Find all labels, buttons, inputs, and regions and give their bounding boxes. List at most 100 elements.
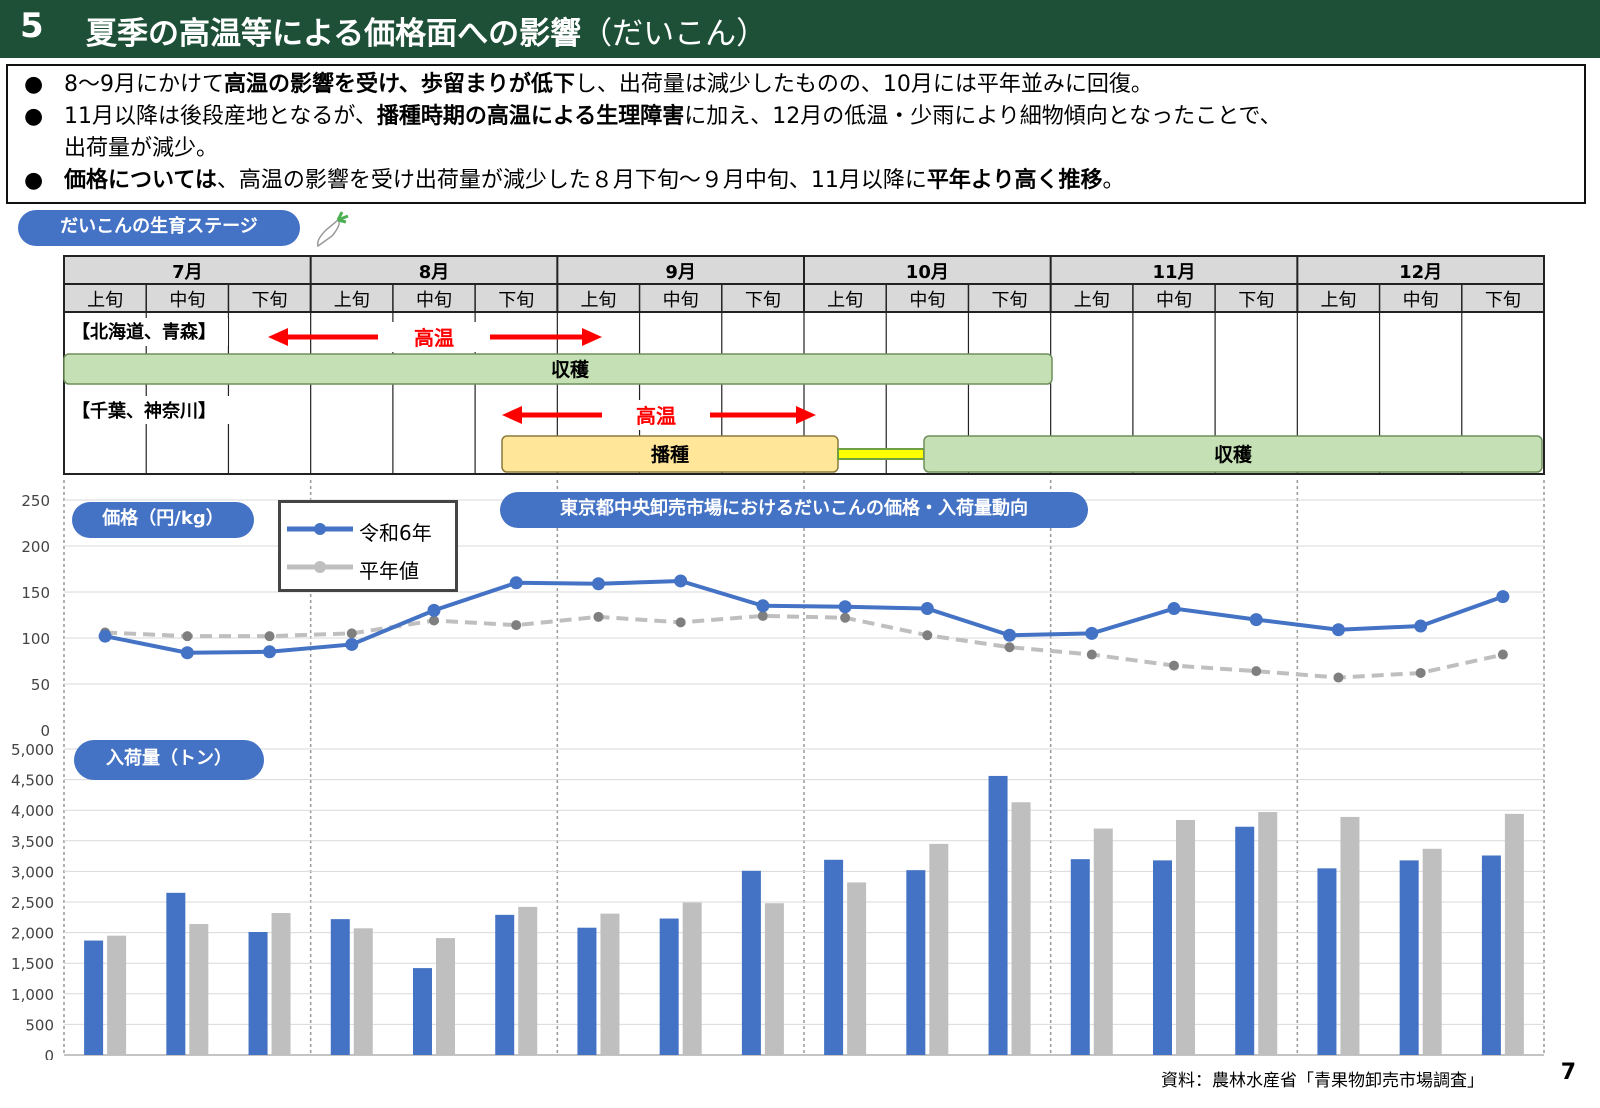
summary-line-1: ● 8～9月にかけて高温の影響を受け、歩留まりが低下し、出荷量は減少したものの、1… (24, 70, 1153, 100)
harvest-bar-2 (923, 435, 1543, 473)
legend-swatch-r6 (287, 523, 353, 535)
month-label: 8月 (419, 262, 450, 283)
price-r6-point (674, 574, 688, 588)
region1-label: 【北海道、青森】 (72, 321, 216, 343)
volume-tick-label: 2,500 (11, 894, 54, 912)
stage-pill: だいこんの生育ステージ (18, 210, 300, 246)
summary-part: し、出荷量は減少したものの、10月には平年並みに回復。 (574, 72, 1153, 97)
price-r6-point (756, 599, 770, 613)
volume-bar-r6 (906, 870, 926, 1055)
price-r6-point (1167, 602, 1181, 616)
period-label: 中旬 (169, 290, 205, 311)
volume-bar-avg (189, 924, 209, 1055)
volume-tick-label: 2,000 (11, 925, 54, 943)
volume-tick-label: 3,500 (11, 833, 54, 851)
summary-line-3: 出荷量が減少。 (24, 134, 218, 164)
summary-part: 高温の影響を受け、歩留まりが低下 (224, 72, 575, 97)
volume-bar-r6 (741, 870, 761, 1055)
period-label: 中旬 (416, 290, 452, 311)
heat-label-bg (604, 400, 708, 430)
legend-label-avg: 平年値 (359, 559, 419, 583)
heat-arrow-head (502, 406, 522, 424)
legend-item-r6: 令和6年 (281, 515, 455, 545)
summary-part: 播種時期の高温による生理障害 (376, 104, 685, 129)
volume-bar-r6 (1235, 826, 1255, 1055)
price-avg-point (1169, 660, 1179, 671)
volume-bar-avg (353, 928, 373, 1055)
price-avg-point (675, 617, 686, 628)
price-avg-point (1333, 672, 1344, 683)
volume-bar-r6 (248, 931, 268, 1055)
bullet-dot: ● (24, 168, 44, 193)
period-label: 上旬 (87, 290, 123, 311)
heat-label-2: 高温 (636, 404, 676, 428)
summary-text-1: 8～9月にかけて高温の影響を受け、歩留まりが低下し、出荷量は減少したものの、10… (64, 72, 1153, 97)
price-r6-point (1331, 623, 1345, 637)
price-avg-point (429, 615, 439, 626)
volume-tick-label: 1,000 (11, 986, 54, 1004)
price-avg-point (1251, 666, 1262, 677)
volume-bar-avg (107, 935, 127, 1055)
heat-label-1: 高温 (414, 326, 454, 350)
price-r6-line (104, 578, 1504, 655)
volume-bar-avg (929, 843, 949, 1055)
price-r6-point (509, 576, 523, 590)
volume-bar-r6 (495, 914, 515, 1055)
volume-bar-r6 (413, 968, 432, 1055)
period-label: 中旬 (663, 290, 699, 311)
sowing-label: 播種 (651, 444, 689, 466)
volume-bar-r6 (659, 918, 679, 1055)
period-label: 上旬 (1074, 290, 1110, 311)
heat-arrow-head (796, 406, 816, 424)
price-avg-point (182, 631, 193, 642)
month-label: 11月 (1152, 262, 1195, 283)
legend-label-r6: 令和6年 (359, 521, 432, 545)
price-r6-point (920, 602, 934, 616)
summary-part: 。 (1102, 168, 1125, 193)
volume-bar-avg (1422, 848, 1442, 1055)
price-r6-point (1414, 619, 1428, 633)
volume-bar-avg (1176, 819, 1195, 1055)
price-avg-point (922, 630, 933, 641)
price-avg-point (840, 612, 851, 623)
volume-bar-avg (1340, 816, 1360, 1055)
region1-bg (68, 318, 228, 346)
volume-bar-r6 (1399, 860, 1419, 1055)
price-avg-point (593, 611, 604, 622)
volume-tick-label: 0 (44, 1047, 54, 1060)
price-tick-label: 250 (21, 492, 50, 510)
price-avg-point (264, 631, 275, 642)
header-bar: 5 夏季の高温等による価格面への影響（だいこん） (0, 0, 1600, 58)
price-tick-label: 200 (21, 538, 50, 556)
summary-text-3: 出荷量が減少。 (64, 136, 218, 161)
price-r6-point (591, 577, 605, 591)
volume-bar-r6 (84, 940, 104, 1055)
daikon-icon (316, 211, 349, 248)
volume-tick-label: 500 (25, 1016, 54, 1034)
volume-pill: 入荷量（トン） (74, 740, 264, 780)
price-r6-point (427, 603, 441, 617)
volume-bar-avg (1093, 828, 1113, 1055)
volume-bar-r6 (988, 775, 1008, 1055)
legend: 令和6年 平年値 (278, 500, 458, 592)
summary-part: 出荷量が減少。 (64, 136, 219, 161)
volume-tick-label: 3,000 (11, 863, 54, 881)
price-r6-point (1003, 628, 1017, 642)
summary-part: 11月以降は後段産地となるが、 (64, 104, 377, 129)
volume-bar-avg (764, 903, 784, 1055)
price-avg-point (757, 610, 768, 621)
period-label: 中旬 (909, 290, 945, 311)
source-note: 資料：農林水産省「青果物卸売市場調査」 (1161, 1071, 1484, 1091)
volume-bar-avg (518, 906, 538, 1055)
summary-text-2: 11月以降は後段産地となるが、播種時期の高温による生理障害に加え、12月の低温・… (64, 104, 1282, 129)
volume-bar-avg (847, 882, 867, 1055)
price-tick-label: 0 (40, 722, 50, 740)
price-avg-point (511, 620, 522, 631)
section-number: 5 (20, 6, 44, 46)
page-title: 夏季の高温等による価格面への影響（だいこん） (86, 8, 767, 53)
price-r6-point (98, 629, 112, 643)
period-label: 下旬 (992, 290, 1028, 311)
volume-bar-r6 (577, 927, 597, 1055)
price-tick-label: 50 (31, 676, 50, 694)
period-label: 下旬 (745, 290, 781, 311)
